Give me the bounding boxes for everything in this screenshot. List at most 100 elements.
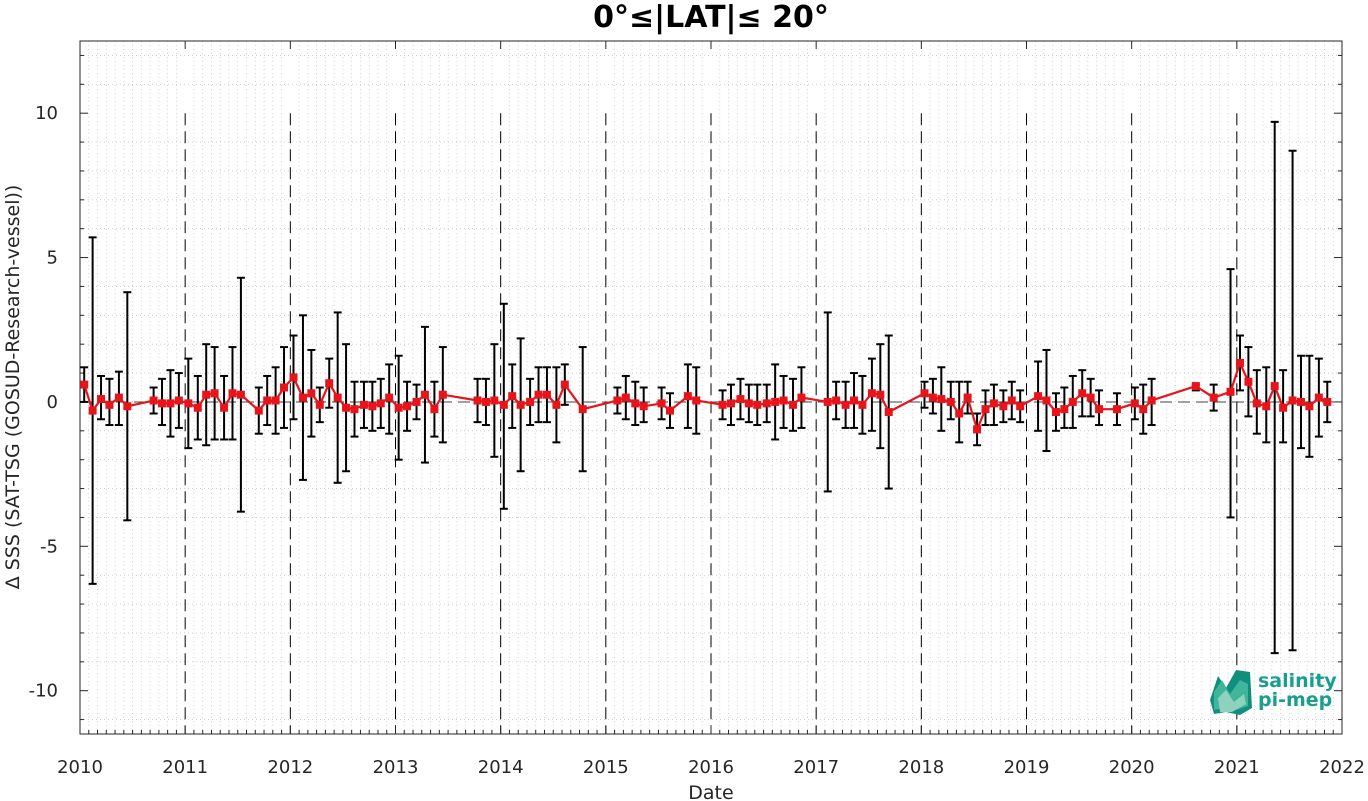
data-point: [210, 389, 219, 398]
series-markers: [80, 358, 1332, 434]
data-point: [1288, 396, 1297, 405]
data-point: [797, 393, 806, 402]
x-tick-label: 2016: [688, 757, 734, 778]
data-point: [333, 393, 342, 402]
data-point: [342, 403, 351, 412]
data-point: [526, 397, 535, 406]
data-point: [858, 400, 867, 409]
data-point: [123, 402, 132, 411]
data-point: [657, 399, 666, 408]
data-point: [1305, 402, 1314, 411]
data-point: [508, 392, 517, 401]
data-point: [1244, 377, 1253, 386]
data-point: [1068, 397, 1077, 406]
data-point: [692, 396, 701, 405]
data-point: [753, 400, 762, 409]
data-point: [1279, 403, 1288, 412]
x-tick-label: 2011: [162, 757, 208, 778]
data-point: [325, 379, 334, 388]
data-point: [403, 402, 412, 411]
data-point: [981, 405, 990, 414]
data-point: [376, 399, 385, 408]
y-tick-labels: 10 5 0 -5 -10: [29, 103, 58, 702]
data-point: [718, 400, 727, 409]
y-tick-label: 0: [47, 392, 58, 413]
data-point: [289, 373, 298, 382]
data-point: [999, 402, 1008, 411]
data-point: [789, 400, 798, 409]
data-point: [307, 389, 316, 398]
x-tick-label: 2012: [267, 757, 313, 778]
data-point: [867, 389, 876, 398]
data-point: [841, 400, 850, 409]
data-point: [149, 396, 158, 405]
data-point: [973, 425, 982, 434]
data-point: [499, 400, 508, 409]
data-point: [298, 393, 307, 402]
data-point: [1252, 399, 1261, 408]
data-point: [639, 402, 648, 411]
data-point: [534, 390, 543, 399]
data-point: [683, 392, 692, 401]
data-point: [1139, 405, 1148, 414]
data-point: [1078, 389, 1087, 398]
data-point: [762, 399, 771, 408]
x-tick-label: 2022: [1319, 757, 1365, 778]
x-tick-label: 2014: [478, 757, 524, 778]
data-point: [368, 402, 377, 411]
data-point: [1086, 393, 1095, 402]
salinity-pi-mep-logo: salinity pi-mep: [1210, 670, 1337, 715]
data-point: [1314, 393, 1323, 402]
data-point: [1034, 392, 1043, 401]
data-point: [1051, 408, 1060, 417]
data-point: [955, 409, 964, 418]
data-point: [1209, 393, 1218, 402]
data-point: [236, 390, 245, 399]
data-point: [359, 400, 368, 409]
data-point: [271, 396, 280, 405]
data-point: [430, 405, 439, 414]
data-point: [1016, 402, 1025, 411]
y-tick-label: -5: [40, 536, 58, 557]
data-point: [1323, 397, 1332, 406]
data-point: [736, 395, 745, 404]
y-tick-label: -10: [29, 681, 58, 702]
data-point: [726, 399, 735, 408]
data-point: [473, 396, 482, 405]
data-point: [1130, 399, 1139, 408]
data-point: [490, 396, 499, 405]
x-tick-label: 2013: [373, 757, 419, 778]
data-point: [928, 393, 937, 402]
x-axis-label: Date: [688, 782, 733, 801]
data-point: [1226, 387, 1235, 396]
logo-text-line2: pi-mep: [1258, 689, 1332, 711]
x-tick-label: 2017: [793, 757, 839, 778]
data-point: [412, 397, 421, 406]
logo-text-line1: salinity: [1258, 670, 1337, 692]
chart-title: 0°≤|LAT|≤ 20°: [593, 0, 829, 35]
data-point: [1262, 402, 1271, 411]
x-tick-label: 2010: [57, 757, 103, 778]
data-point: [315, 400, 324, 409]
data-point: [665, 406, 674, 415]
data-point: [263, 396, 272, 405]
data-point: [280, 383, 289, 392]
data-point: [80, 380, 89, 389]
y-tick-label: 10: [35, 103, 58, 124]
y-tick-label: 5: [47, 248, 58, 269]
data-point: [105, 400, 114, 409]
data-point: [963, 393, 972, 402]
x-tick-label: 2021: [1214, 757, 1260, 778]
data-point: [193, 403, 202, 412]
data-point: [621, 393, 630, 402]
data-point: [832, 396, 841, 405]
data-point: [989, 399, 998, 408]
data-point: [481, 397, 490, 406]
data-point: [876, 390, 885, 399]
data-point: [1042, 396, 1051, 405]
data-point: [779, 396, 788, 405]
data-point: [552, 400, 561, 409]
data-point: [220, 403, 229, 412]
data-point: [1007, 396, 1016, 405]
